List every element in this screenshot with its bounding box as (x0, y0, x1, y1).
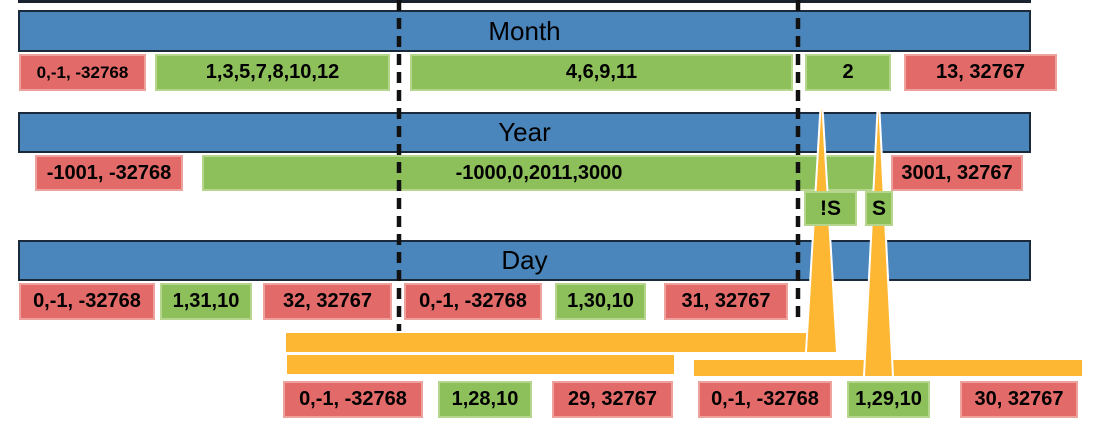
month-partition-31day: 1,3,5,7,8,10,12 (155, 54, 390, 91)
day30-partition-invalid-low: 0,-1, -32768 (404, 283, 542, 320)
month-bar-title: Month (488, 15, 561, 46)
year-partition-invalid-low: -1001, -32768 (35, 155, 183, 191)
day31-partition-invalid-low: 0,-1, -32768 (19, 283, 155, 320)
feb-nonleap-invalid-low: 0,-1, -32768 (283, 381, 423, 418)
top-frame-line (18, 0, 1031, 3)
day31-partition-invalid-high: 32, 32767 (263, 283, 392, 320)
leap-year-box: S (865, 191, 893, 226)
day31-partition-valid: 1,31,10 (160, 283, 252, 320)
month-partition-30day: 4,6,9,11 (410, 54, 793, 91)
feb-nonleap-connector-band (286, 333, 837, 352)
feb-leap-invalid-low: 0,-1, -32768 (698, 381, 832, 418)
feb-nonleap-roof-band (287, 355, 674, 374)
month-partition-invalid-high: 13, 32767 (904, 54, 1057, 91)
feb-leap-roof-band (694, 360, 1082, 376)
day30-partition-invalid-high: 31, 32767 (664, 283, 788, 320)
year-partition-valid: -1000,0,2011,3000 (202, 155, 876, 191)
year-partition-invalid-high: 3001, 32767 (891, 155, 1023, 191)
feb-nonleap-valid: 1,28,10 (438, 381, 532, 418)
month-partition-invalid-low: 0,-1, -32768 (19, 54, 146, 91)
feb-nonleap-invalid-high: 29, 32767 (552, 381, 673, 418)
not-leap-year-box: !S (804, 191, 857, 226)
day-bar-title: Day (501, 245, 548, 275)
feb-leap-valid: 1,29,10 (847, 381, 930, 418)
day30-partition-valid: 1,30,10 (555, 283, 646, 320)
feb-leap-invalid-high: 30, 32767 (960, 381, 1078, 418)
month-bar: Month (18, 10, 1031, 52)
year-bar-title: Year (498, 117, 551, 147)
month-partition-february: 2 (805, 54, 891, 91)
year-bar: Year (18, 112, 1031, 153)
day-bar: Day (18, 240, 1031, 281)
